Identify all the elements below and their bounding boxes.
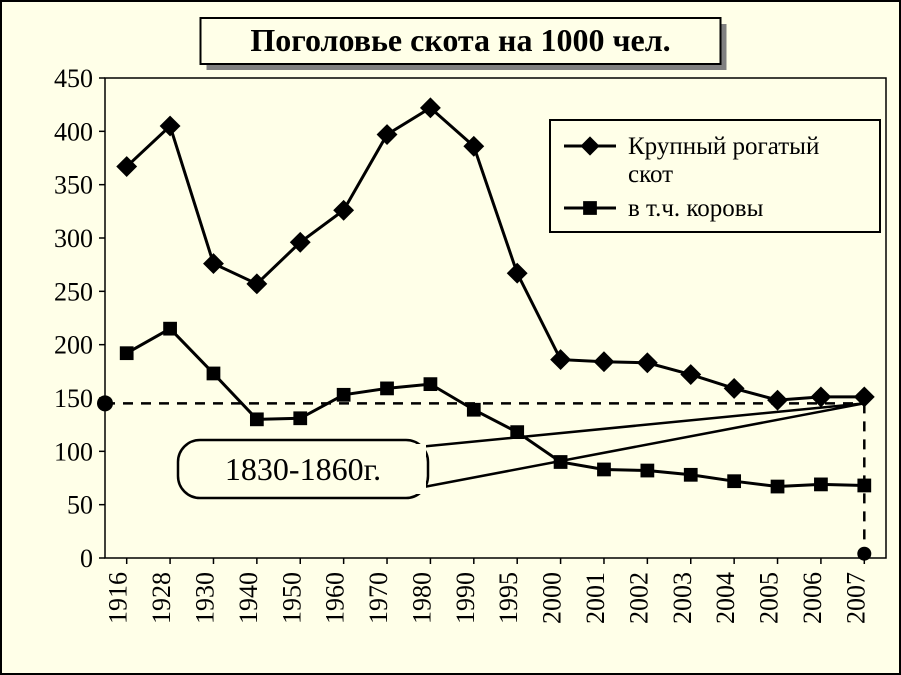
y-tick-label: 50: [67, 491, 93, 520]
callout-label: 1830-1860г.: [225, 451, 381, 487]
legend-label-1b: скот: [628, 161, 673, 188]
x-tick-label: 2005: [755, 572, 784, 624]
x-tick-label: 1916: [104, 572, 133, 624]
x-tick-label: 1970: [364, 572, 393, 624]
x-tick-label: 1995: [494, 572, 523, 624]
x-tick-label: 2004: [711, 572, 740, 624]
x-tick-label: 2007: [841, 572, 870, 624]
y-tick-label: 300: [54, 224, 93, 253]
y-tick-label: 350: [54, 171, 93, 200]
y-tick-label: 150: [54, 384, 93, 413]
livestock-chart: Поголовье скота на 1000 чел. 0 50 100 150 200…: [0, 0, 901, 675]
x-tick-label: 2001: [581, 572, 610, 624]
x-tick-label: 2003: [668, 572, 697, 624]
x-tick-label: 1960: [321, 572, 350, 624]
y-tick-label: 200: [54, 331, 93, 360]
y-tick-label: 250: [54, 277, 93, 306]
x-tick-label: 1950: [277, 572, 306, 624]
y-tick-label: 400: [54, 117, 93, 146]
x-tick-label: 1980: [407, 572, 436, 624]
x-tick-label: 1990: [451, 572, 480, 624]
y-tick-label: 450: [54, 64, 93, 93]
x-tick-label: 1928: [147, 572, 176, 624]
x-tick-label: 1930: [190, 572, 219, 624]
x-tick-label: 2006: [798, 572, 827, 624]
chart-title: Поголовье скота на 1000 чел.: [250, 22, 670, 58]
x-tick-label: 2000: [538, 572, 567, 624]
x-tick-label: 2002: [624, 572, 653, 624]
x-tick-label: 1940: [234, 572, 263, 624]
legend-label-2: в т.ч. коровы: [628, 195, 764, 222]
y-tick-label: 0: [80, 544, 93, 573]
legend-label-1a: Крупный рогатый: [628, 133, 819, 160]
y-tick-label: 100: [54, 437, 93, 466]
